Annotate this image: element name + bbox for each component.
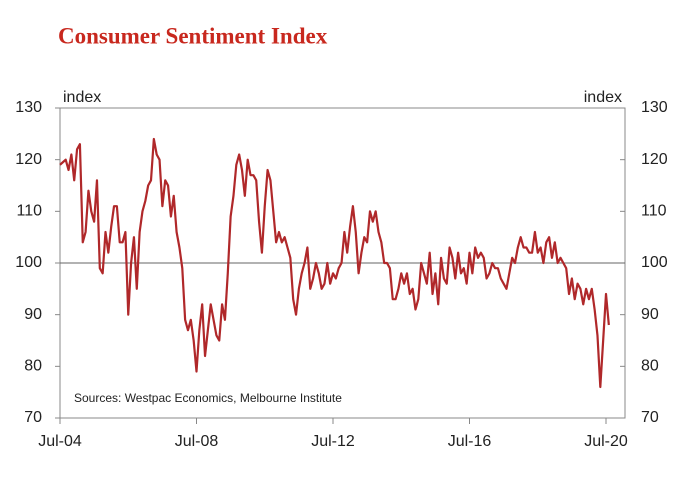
data-line xyxy=(59,137,610,389)
y-tick-label: 70 xyxy=(24,409,42,426)
y-axis-label: index xyxy=(63,89,101,106)
y2-axis-label: index xyxy=(584,89,622,106)
y-tick-label: 110 xyxy=(16,203,42,220)
y2-tick-label: 130 xyxy=(641,99,668,116)
x-tick-label: Jul-04 xyxy=(38,433,82,450)
y2-tick-label: 90 xyxy=(641,306,659,323)
y-tick-label: 130 xyxy=(15,99,42,116)
y2-tick-label: 110 xyxy=(641,203,667,220)
y-tick-label: 100 xyxy=(15,254,42,271)
x-tick-label: Jul-20 xyxy=(584,433,628,450)
chart-title: Consumer Sentiment Index xyxy=(58,23,328,48)
source-note: Sources: Westpac Economics, Melbourne In… xyxy=(74,391,342,405)
x-tick-label: Jul-08 xyxy=(175,433,219,450)
y2-tick-label: 80 xyxy=(641,358,659,375)
x-tick-label: Jul-12 xyxy=(311,433,355,450)
y-tick-label: 120 xyxy=(15,151,42,168)
x-tick-label: Jul-16 xyxy=(448,433,492,450)
y-tick-label: 80 xyxy=(24,358,42,375)
y-tick-label: 90 xyxy=(24,306,42,323)
y2-tick-label: 100 xyxy=(641,254,668,271)
y2-tick-label: 120 xyxy=(641,151,668,168)
y2-tick-label: 70 xyxy=(641,409,659,426)
